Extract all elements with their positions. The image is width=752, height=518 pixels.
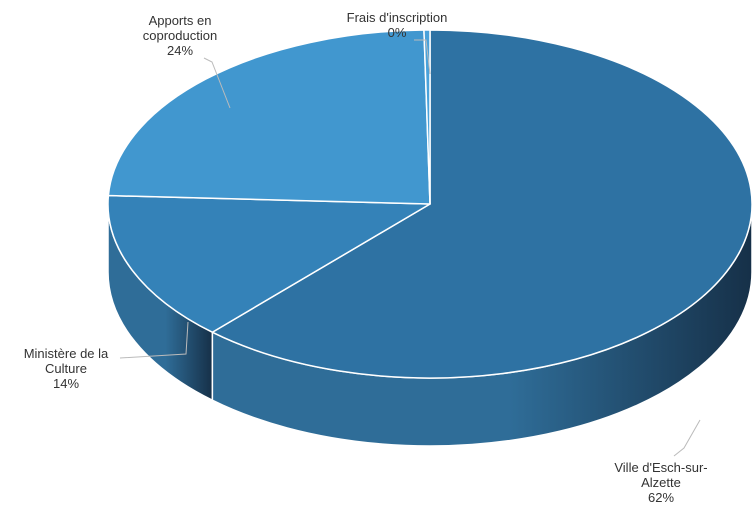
leader-line-ville-d-esch-sur-alzette [673,419,701,457]
slice-label-ville-d-esch-sur-alzette: Ville d'Esch-sur- [614,460,707,475]
leader-line-frais-d-inscription [414,39,431,75]
pie-slice-apports-en-coproduction [107,29,431,205]
slice-percent-minist-re-de-la-culture: 14% [53,376,79,391]
pie-slice-minist-re-de-la-culture [107,194,431,333]
slice-label-apports-en-coproduction: Apports en [149,13,212,28]
leader-lines [119,39,701,457]
slice-percent-ville-d-esch-sur-alzette: 62% [648,490,674,505]
pie-slice-frais-d-inscription [423,29,431,205]
slice-percent-frais-d-inscription: 0% [388,25,407,40]
slice-label-minist-re-de-la-culture: Ministère de la [24,346,109,361]
slice-label-minist-re-de-la-culture: Culture [45,361,87,376]
slice-label-frais-d-inscription: Frais d'inscription [347,10,448,25]
leader-line-minist-re-de-la-culture [119,321,189,359]
pie-slice-ville-d-esch-sur-alzette [211,29,752,379]
slice-label-apports-en-coproduction: coproduction [143,28,217,43]
slice-percent-apports-en-coproduction: 24% [167,43,193,58]
slice-label-ville-d-esch-sur-alzette: Alzette [641,475,681,490]
pie-slices [107,29,752,379]
leader-line-apports-en-coproduction [203,57,231,109]
